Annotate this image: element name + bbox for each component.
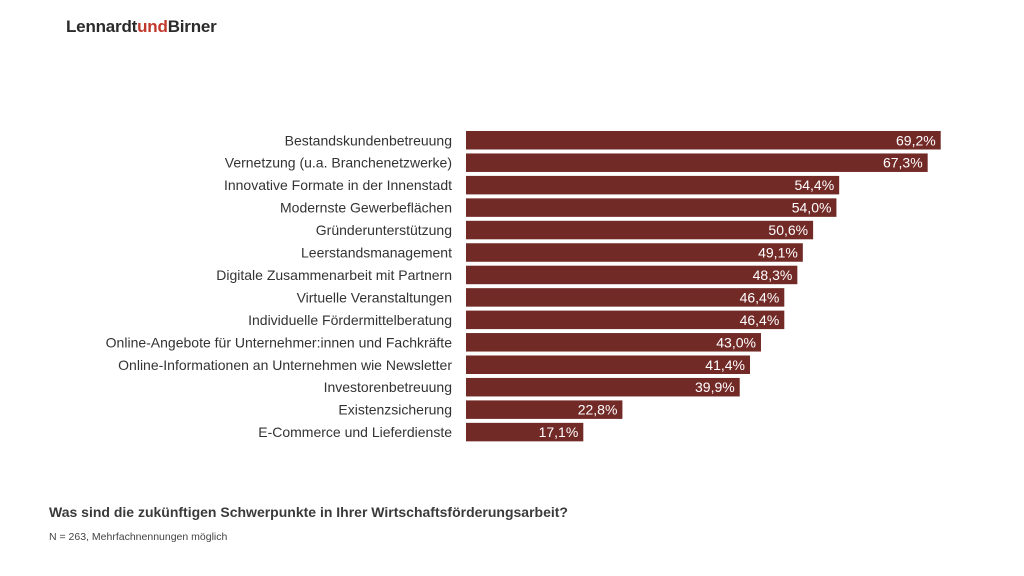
- value-label: 46,4%: [740, 289, 780, 305]
- value-label: 22,8%: [578, 402, 618, 418]
- category-label: Existenzsicherung: [338, 402, 452, 418]
- bar-chart: Bestandskundenbetreuung 69,2% Vernetzung (…: [106, 131, 941, 442]
- bar-online-informationen-an-unternehmen-wie-newsletter: [466, 355, 751, 374]
- value-label: 41,4%: [705, 357, 745, 373]
- bar-bestandskundenbetreuung: [466, 131, 941, 150]
- category-label: Vernetzung (u.a. Branchenetzwerke): [225, 155, 452, 171]
- category-label: Investorenbetreuung: [324, 379, 452, 395]
- survey-question: Was sind die zukünftigen Schwerpunkte in…: [49, 504, 568, 520]
- value-label: 49,1%: [758, 245, 798, 261]
- bar-virtuelle-veranstaltungen: [466, 288, 785, 307]
- value-label: 50,6%: [768, 222, 808, 238]
- brand-part1: Lennardt: [66, 17, 138, 36]
- category-label: Modernste Gewerbeflächen: [280, 200, 452, 216]
- bar-existenzsicherung: [466, 400, 623, 419]
- category-label: Gründerunterstützung: [316, 222, 452, 238]
- category-label: Online-Informationen an Unternehmen wie …: [118, 357, 452, 373]
- category-label: Online-Angebote für Unternehmer:innen un…: [106, 334, 453, 350]
- bar-investorenbetreuung: [466, 377, 740, 397]
- brand-logo: LennardtundBirner: [66, 17, 217, 37]
- value-label: 54,0%: [792, 200, 832, 216]
- category-label: Innovative Formate in der Innenstadt: [224, 177, 452, 193]
- value-label: 43,0%: [716, 334, 756, 350]
- bar-leerstandsmanagement: [466, 243, 803, 262]
- value-label: 69,2%: [896, 132, 936, 148]
- brand-part3: Birner: [167, 17, 217, 36]
- value-label: 39,9%: [695, 379, 735, 395]
- bar-individuelle-fördermittelberatung: [466, 310, 785, 330]
- value-label: 48,3%: [753, 267, 793, 283]
- bar-modernste-gewerbeflächen: [466, 198, 837, 217]
- bar-vernetzung-u-a-branchenetzwerke: [466, 153, 928, 172]
- category-label: Bestandskundenbetreuung: [285, 132, 452, 148]
- value-label: 67,3%: [883, 155, 923, 171]
- category-label: Leerstandsmanagement: [301, 245, 452, 261]
- value-label: 17,1%: [539, 424, 579, 440]
- value-label: 54,4%: [794, 177, 834, 193]
- bar-e-commerce-und-lieferdienste: [466, 422, 584, 442]
- brand-part2: und: [137, 17, 168, 36]
- bar-gründerunterstützung: [466, 220, 814, 240]
- category-label: Virtuelle Veranstaltungen: [297, 289, 452, 305]
- category-label: Individuelle Fördermittelberatung: [248, 312, 452, 328]
- bar-online-angebote-für-unternehmer-innen-und-fachkräfte: [466, 333, 761, 352]
- sample-note: N = 263, Mehrfachnennungen möglich: [49, 531, 228, 543]
- category-label: Digitale Zusammenarbeit mit Partnern: [216, 267, 452, 283]
- value-label: 46,4%: [740, 312, 780, 328]
- bar-innovative-formate-in-der-innenstadt: [466, 175, 840, 195]
- bar-digitale-zusammenarbeit-mit-partnern: [466, 265, 798, 285]
- category-label: E-Commerce und Lieferdienste: [258, 424, 452, 440]
